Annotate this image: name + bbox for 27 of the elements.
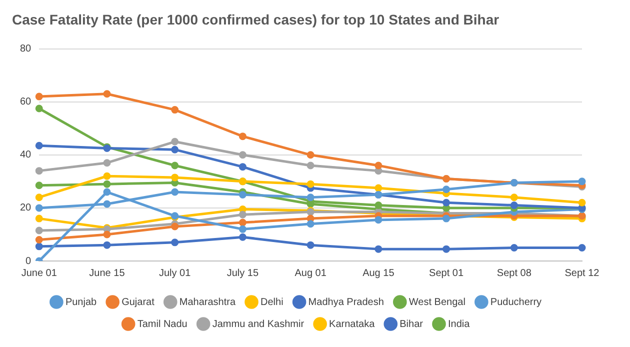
legend-label: Madhya Pradesh bbox=[308, 296, 384, 308]
legend-label: Gujarat bbox=[122, 296, 155, 308]
x-tick-label: Aug 15 bbox=[362, 268, 395, 279]
chart-title: Case Fatality Rate (per 1000 confirmed cases) for top 10 States and Bihar bbox=[12, 11, 500, 28]
x-tick-label: Sept 12 bbox=[564, 268, 600, 279]
y-tick-label: 80 bbox=[20, 44, 32, 55]
x-tick-label: Sept 08 bbox=[496, 268, 532, 279]
legend-label: Karnataka bbox=[329, 318, 376, 330]
y-tick-label: 0 bbox=[26, 256, 32, 267]
legend-label: Jammu and Kashmir bbox=[212, 318, 305, 330]
x-tick-label: Sept 01 bbox=[429, 268, 464, 279]
legend-label: India bbox=[448, 318, 470, 330]
legend-label: Bihar bbox=[400, 318, 424, 330]
legend-label: Tamil Nadu bbox=[137, 318, 188, 330]
x-tick-label: July 15 bbox=[226, 268, 259, 279]
x-tick-label: June 01 bbox=[21, 268, 58, 279]
legend-label: West Bengal bbox=[408, 296, 466, 308]
x-tick-label: June 15 bbox=[89, 268, 126, 279]
x-tick-label: July 01 bbox=[159, 268, 192, 279]
y-tick-label: 20 bbox=[20, 202, 32, 214]
legend-label: Delhi bbox=[260, 296, 284, 308]
legend-label: Puducherry bbox=[490, 296, 542, 308]
legend-label: Punjab bbox=[65, 296, 98, 308]
x-tick-label: Aug 01 bbox=[294, 268, 327, 279]
y-tick-label: 40 bbox=[20, 150, 32, 161]
legend-label: Maharashtra bbox=[179, 296, 236, 308]
y-tick-label: 60 bbox=[20, 96, 32, 108]
